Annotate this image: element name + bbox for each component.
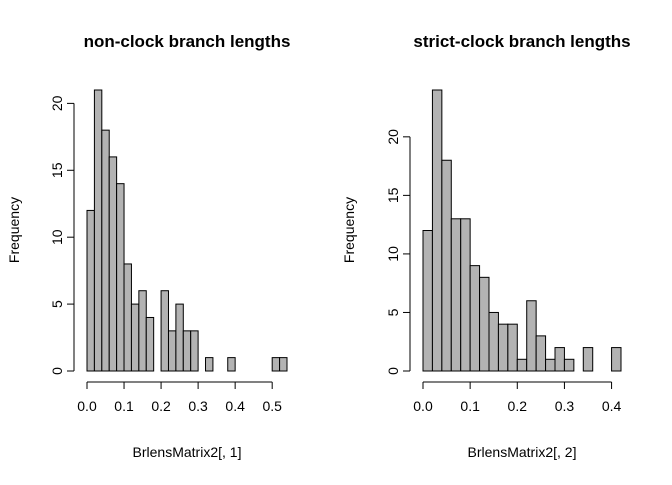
bars bbox=[422, 89, 622, 372]
x-tick-label: 0.0 bbox=[413, 398, 433, 414]
x-tick-label: 0.5 bbox=[262, 398, 282, 414]
y-axis-label: Frequency bbox=[341, 197, 357, 263]
y-tick-label: 5 bbox=[385, 308, 401, 316]
x-axis-label: BrlensMatrix2[, 1] bbox=[133, 444, 242, 460]
y-tick-label: 15 bbox=[49, 162, 65, 178]
histogram-bar bbox=[108, 156, 118, 372]
y-tick-label: 20 bbox=[385, 129, 401, 145]
histogram-bar bbox=[175, 303, 184, 372]
x-tick-label: 0.4 bbox=[225, 398, 245, 414]
histogram-bar bbox=[535, 335, 547, 372]
y-tick-label: 5 bbox=[49, 300, 65, 308]
histogram-bar bbox=[101, 129, 110, 372]
histogram-bar bbox=[479, 276, 490, 372]
histogram-bar bbox=[123, 263, 132, 372]
x-tick-label: 0.1 bbox=[460, 398, 480, 414]
histogram-bar bbox=[526, 300, 537, 372]
y-tick-label: 20 bbox=[49, 95, 65, 111]
histogram-bar bbox=[507, 323, 518, 372]
y-tick-label: 10 bbox=[385, 246, 401, 262]
histogram-bar bbox=[93, 89, 103, 372]
histogram-bar bbox=[469, 265, 481, 372]
x-tick-label: 0.0 bbox=[77, 398, 97, 414]
histogram-bar bbox=[116, 183, 125, 372]
histogram-bar bbox=[190, 330, 199, 372]
chart-title: non-clock branch lengths bbox=[84, 32, 291, 51]
histogram-bar bbox=[145, 316, 155, 372]
histogram-bar bbox=[130, 303, 140, 372]
histogram-bar bbox=[271, 357, 281, 372]
histogram-bar bbox=[160, 290, 169, 372]
x-axis: 0.0 0.1 0.2 0.3 0.4 bbox=[413, 381, 622, 414]
histogram-bar bbox=[422, 230, 433, 372]
histogram-bar bbox=[441, 159, 452, 372]
histogram-bar bbox=[563, 358, 575, 372]
y-tick-label: 15 bbox=[385, 187, 401, 203]
x-tick-label: 0.3 bbox=[188, 398, 208, 414]
chart-title: strict-clock branch lengths bbox=[413, 32, 630, 51]
histogram-panel-non-clock: non-clock branch lengths BrlensMatrix2[,… bbox=[6, 32, 290, 460]
histogram-panel-strict-clock: strict-clock branch lengths BrlensMatrix… bbox=[341, 32, 631, 460]
x-tick-label: 0.3 bbox=[555, 398, 575, 414]
histogram-bar bbox=[431, 89, 443, 372]
histogram-bar bbox=[497, 323, 509, 372]
x-tick-label: 0.2 bbox=[508, 398, 528, 414]
x-axis: 0.0 0.1 0.2 0.3 0.4 0.5 bbox=[77, 381, 282, 414]
histogram-bar bbox=[611, 347, 622, 372]
histogram-bar bbox=[554, 347, 565, 372]
bars bbox=[86, 89, 288, 372]
x-tick-label: 0.4 bbox=[602, 398, 622, 414]
y-tick-label: 0 bbox=[49, 367, 65, 375]
histogram-bar bbox=[182, 330, 192, 372]
histogram-bar bbox=[86, 209, 95, 372]
histogram-bar bbox=[582, 347, 594, 372]
y-axis: 0 5 10 15 20 bbox=[49, 95, 75, 375]
histogram-bar bbox=[516, 358, 528, 372]
histogram-bar bbox=[545, 358, 556, 372]
histogram-bar bbox=[488, 311, 499, 372]
histogram-bar bbox=[227, 357, 236, 372]
histogram-bar bbox=[460, 218, 471, 372]
x-axis-label: BrlensMatrix2[, 2] bbox=[468, 444, 577, 460]
histogram-bar bbox=[279, 357, 288, 372]
y-axis: 0 5 10 15 20 bbox=[385, 129, 411, 375]
x-tick-label: 0.1 bbox=[114, 398, 134, 414]
y-tick-label: 10 bbox=[49, 229, 65, 245]
y-tick-label: 0 bbox=[385, 367, 401, 375]
histogram-bar bbox=[167, 330, 177, 372]
y-axis-label: Frequency bbox=[6, 197, 22, 263]
histogram-bar bbox=[138, 290, 147, 372]
histogram-bar bbox=[450, 218, 462, 372]
x-tick-label: 0.2 bbox=[151, 398, 171, 414]
histogram-bar bbox=[205, 357, 214, 372]
